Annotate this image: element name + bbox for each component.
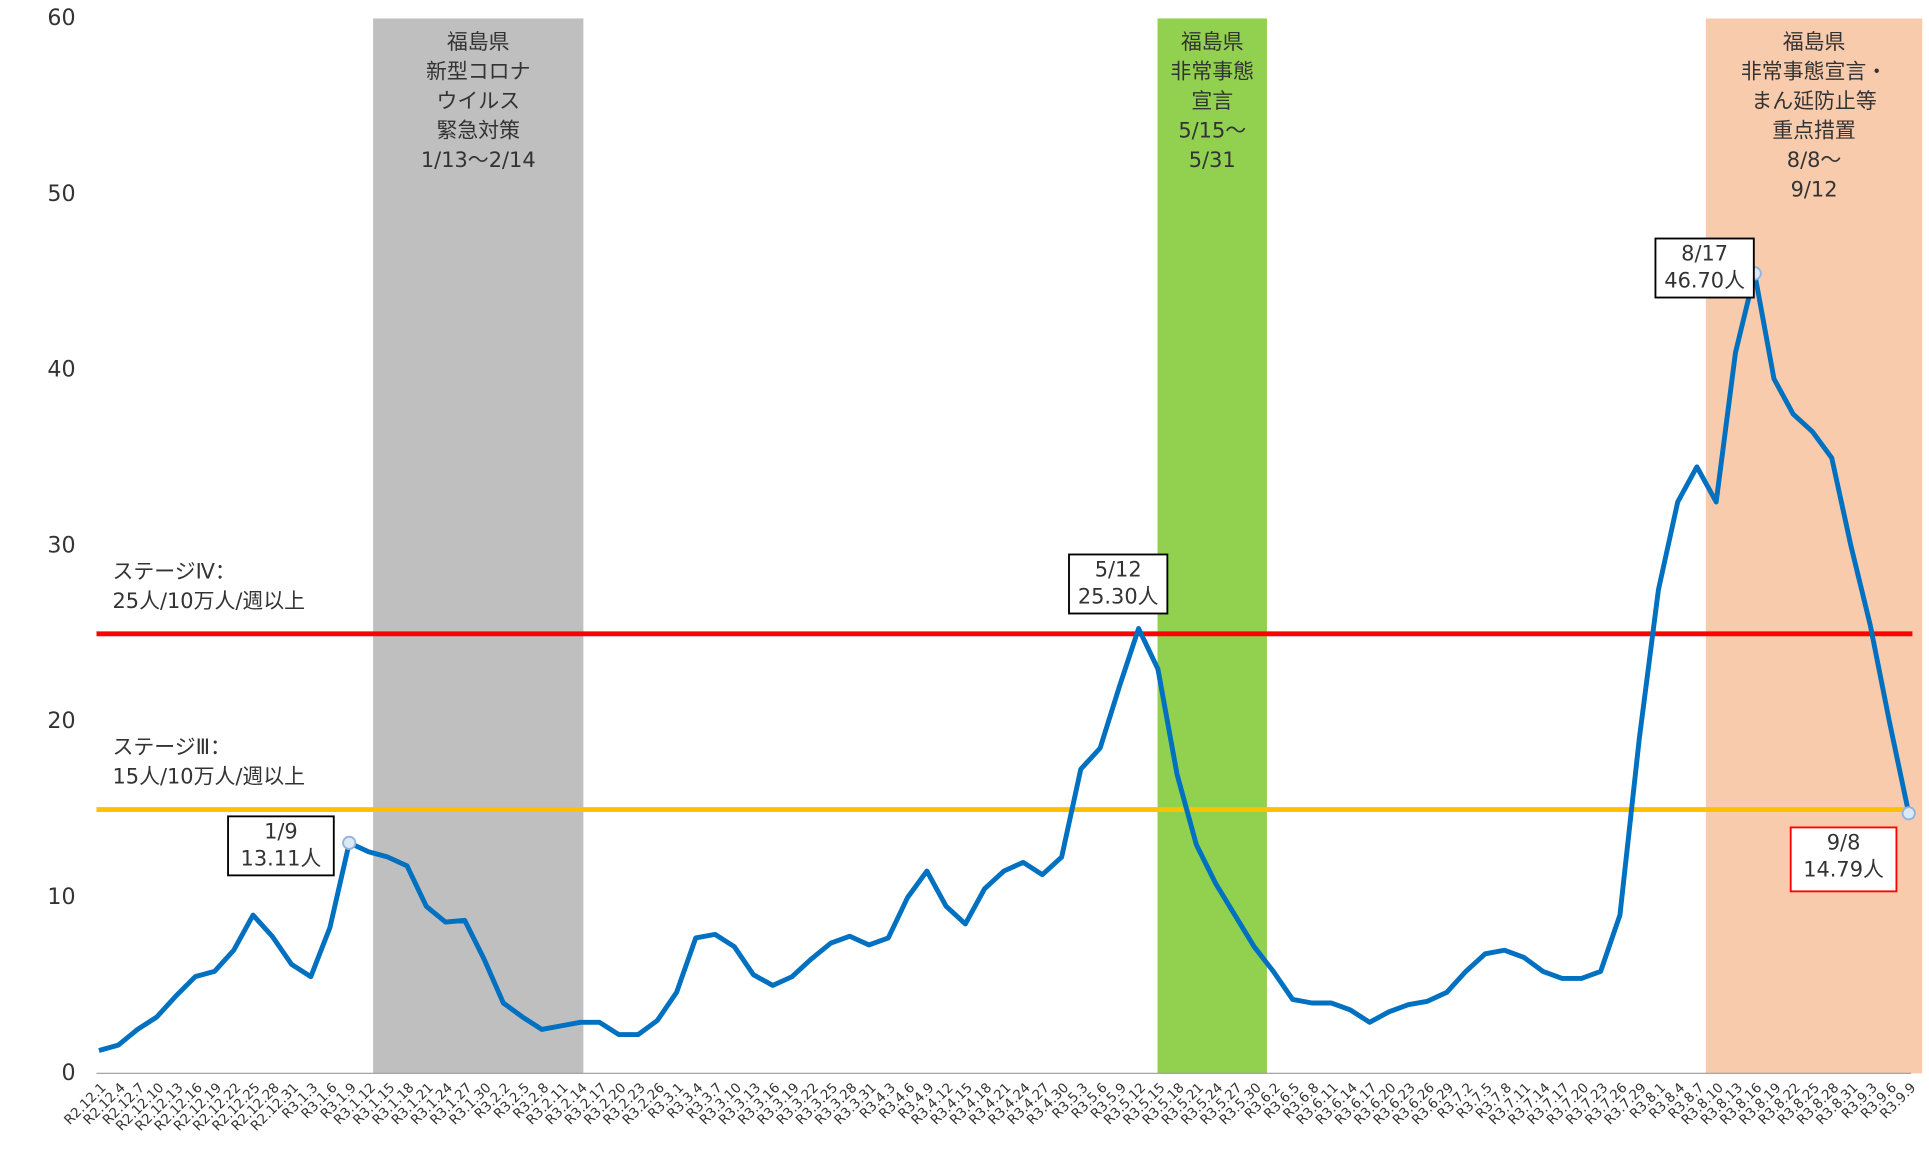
band-label: 8/8～ bbox=[1787, 148, 1842, 172]
reference-label: ステージⅣ： bbox=[112, 559, 235, 583]
band-label: 福島県 bbox=[1783, 30, 1846, 54]
band-label: 5/31 bbox=[1189, 148, 1236, 172]
annotation-text: 14.79人 bbox=[1803, 857, 1884, 881]
band-label: 非常事態 bbox=[1170, 60, 1254, 84]
y-tick-label: 50 bbox=[47, 181, 75, 207]
peak-marker bbox=[342, 835, 357, 850]
annotation-text: 46.70人 bbox=[1664, 269, 1745, 293]
band-label: 非常事態宣言・ bbox=[1741, 60, 1887, 84]
band-label: 9/12 bbox=[1791, 178, 1838, 202]
band-label: まん延防止等 bbox=[1751, 89, 1876, 113]
reference-label: 15人/10万人/週以上 bbox=[112, 765, 305, 789]
y-tick-label: 10 bbox=[47, 884, 75, 910]
band-label: 宣言 bbox=[1191, 89, 1233, 113]
band-label: 緊急対策 bbox=[436, 119, 520, 143]
period-band bbox=[1705, 18, 1923, 1074]
band-label: ウイルス bbox=[436, 89, 520, 113]
y-tick-label: 30 bbox=[47, 532, 75, 558]
annotation-box bbox=[1789, 826, 1898, 893]
data-line bbox=[98, 270, 1912, 1053]
y-tick-label: 0 bbox=[62, 1060, 76, 1086]
period-band bbox=[373, 18, 584, 1074]
annotation-text: 9/8 bbox=[1827, 830, 1861, 854]
annotation-box bbox=[1654, 237, 1755, 299]
band-label: 福島県 bbox=[1181, 30, 1244, 54]
annotation-box bbox=[1068, 553, 1169, 615]
band-label: 福島県 bbox=[447, 30, 510, 54]
annotation-text: 5/12 bbox=[1095, 557, 1142, 581]
annotation-text: 25.30人 bbox=[1078, 585, 1159, 609]
annotation-box bbox=[227, 815, 335, 877]
annotation-text: 13.11人 bbox=[241, 846, 322, 870]
band-label: 5/15～ bbox=[1178, 119, 1246, 143]
y-tick-label: 40 bbox=[47, 357, 75, 383]
reference-label: 25人/10万人/週以上 bbox=[112, 589, 305, 613]
band-label: 1/13～2/14 bbox=[421, 148, 536, 172]
annotation-text: 8/17 bbox=[1681, 241, 1728, 265]
band-label: 重点措置 bbox=[1772, 119, 1856, 143]
period-band bbox=[1157, 18, 1267, 1074]
y-tick-label: 60 bbox=[47, 5, 75, 31]
annotation-text: 1/9 bbox=[264, 819, 298, 843]
reference-label: ステージⅢ： bbox=[112, 735, 230, 759]
peak-marker bbox=[1901, 806, 1916, 821]
band-label: 新型コロナ bbox=[426, 60, 530, 84]
y-tick-label: 20 bbox=[47, 708, 75, 734]
